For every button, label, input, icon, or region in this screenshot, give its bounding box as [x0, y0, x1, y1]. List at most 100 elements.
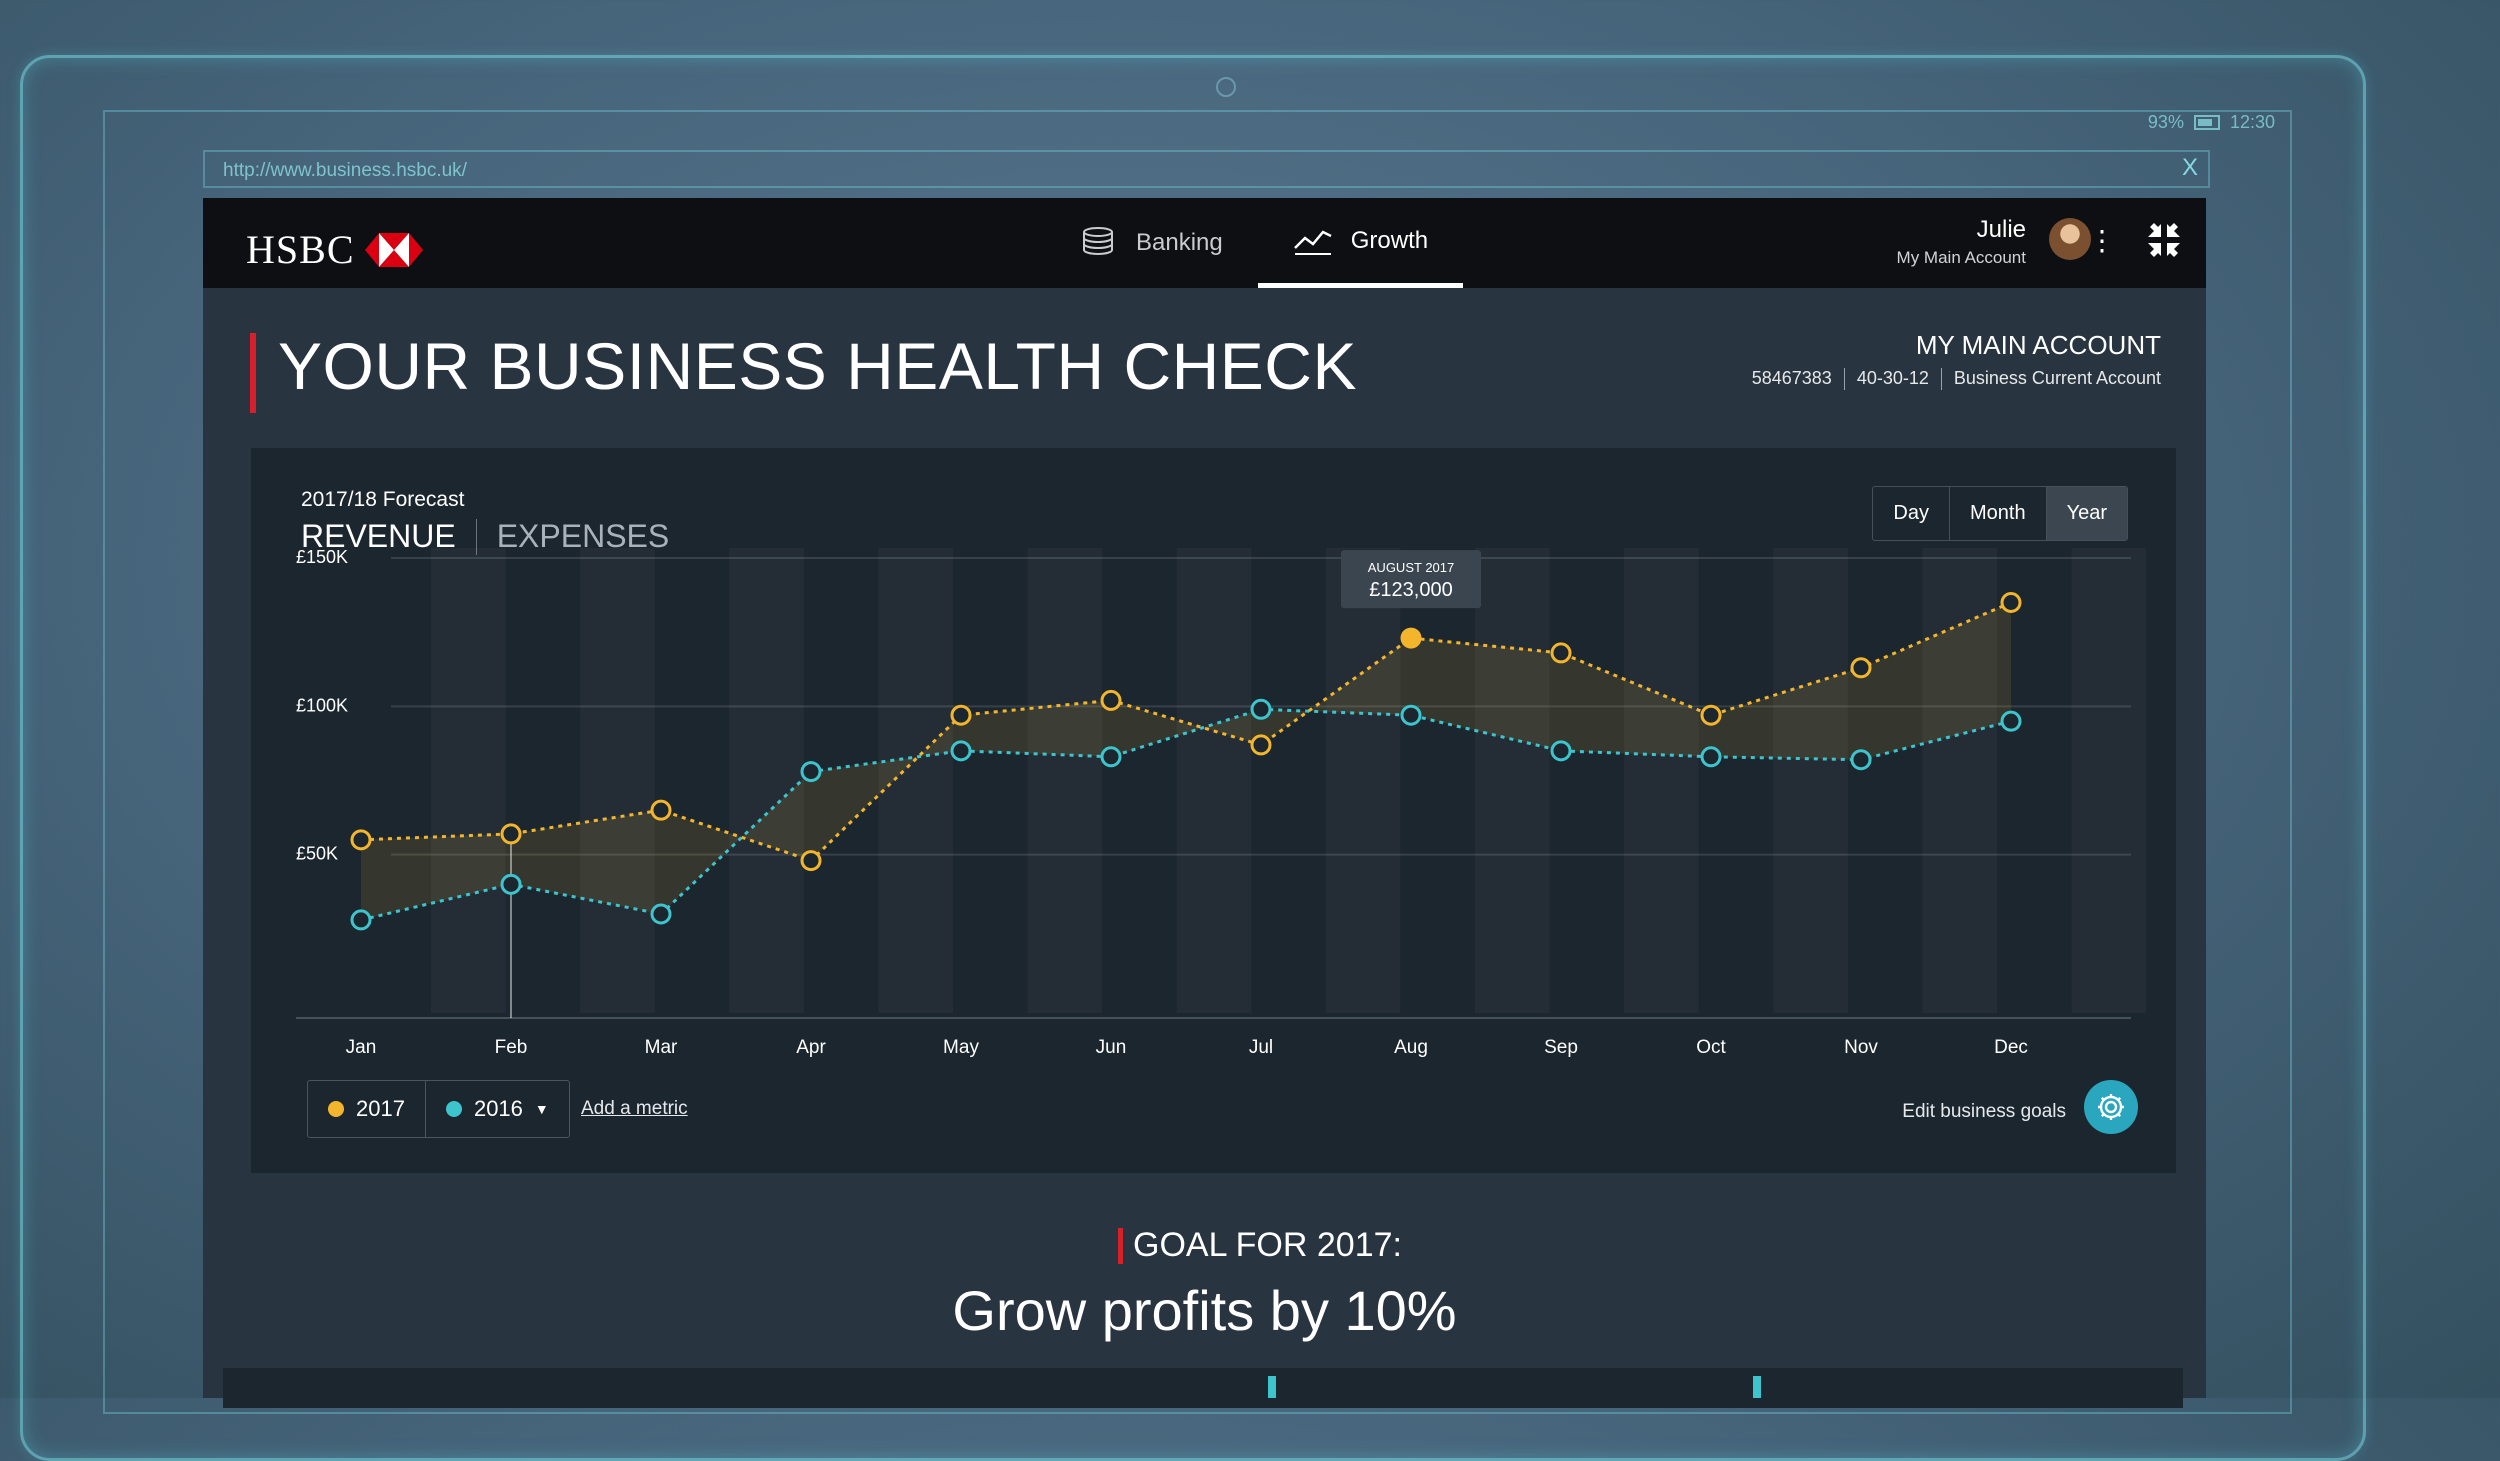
legend-label-2016: 2016	[473, 1096, 523, 1121]
user-account: My Main Account	[1896, 248, 2026, 267]
gear-icon	[2098, 1094, 2124, 1120]
goal-text: Grow profits by 10%	[952, 1279, 1457, 1342]
goal-label: GOAL FOR 2017:	[1133, 1226, 1402, 1264]
data-point-2016	[1250, 698, 1272, 720]
tab-expenses[interactable]: EXPENSES	[496, 518, 670, 554]
legend-item-2017[interactable]: 2017	[308, 1081, 426, 1137]
data-point-2016	[650, 903, 672, 925]
y-tick-label: £150K	[296, 547, 348, 567]
add-metric-link[interactable]: Add a metric	[581, 1098, 688, 1119]
x-tick-label: Apr	[796, 1037, 826, 1058]
grid-stripe	[1177, 548, 1252, 1013]
range-month-button[interactable]: Month	[1950, 487, 2047, 540]
legend-label-2017: 2017	[356, 1096, 405, 1121]
x-tick-label: Jul	[1249, 1037, 1273, 1058]
data-point-2016	[1700, 746, 1722, 768]
tooltip-value: £123,000	[1369, 579, 1452, 601]
collapse-fullscreen-icon[interactable]	[2144, 220, 2184, 265]
battery-icon	[2193, 115, 2220, 130]
data-point-2017	[500, 823, 522, 845]
edit-goals-label[interactable]: Edit business goals	[1902, 1101, 2066, 1122]
grid-stripe	[729, 548, 804, 1013]
x-tick-label: Oct	[1696, 1037, 1726, 1058]
page-title: YOUR BUSINESS HEALTH CHECK	[278, 329, 1357, 403]
data-point-2017	[950, 704, 972, 726]
tooltip-box	[1341, 550, 1481, 609]
data-point-2017	[1850, 657, 1872, 679]
hsbc-logo[interactable]: HSBC	[246, 226, 423, 273]
x-tick-label: Jan	[346, 1037, 377, 1058]
coins-icon	[1083, 227, 1113, 256]
data-point-2017	[1700, 704, 1722, 726]
legend-dot-2016	[445, 1101, 462, 1117]
teal-marker	[1268, 1376, 1276, 1398]
x-tick-label: Jun	[1096, 1037, 1127, 1058]
series-line-2016	[360, 707, 2012, 922]
legend-item-2016[interactable]: 2016 ▼	[426, 1081, 569, 1137]
y-tick-label: £50K	[296, 844, 338, 864]
forecast-label: 2017/18 Forecast	[301, 488, 465, 511]
bottom-card	[223, 1368, 2183, 1408]
x-tick-label: Feb	[495, 1037, 528, 1058]
legend: 2017 2016 ▼	[307, 1080, 570, 1138]
user-name: Julie	[1976, 216, 2026, 243]
logo-text: HSBC	[246, 227, 355, 272]
status-bar: 93% 12:30	[2148, 112, 2275, 133]
data-point-2017	[1400, 627, 1422, 649]
divider	[1940, 368, 1942, 390]
tab-revenue[interactable]: REVENUE	[301, 518, 456, 554]
x-tick-label: Sep	[1544, 1037, 1578, 1058]
hexagon-logo-icon	[364, 232, 423, 267]
grid-stripe	[1624, 548, 1699, 1013]
tab-growth[interactable]: Growth	[1257, 198, 1464, 288]
data-point-2016	[1400, 704, 1422, 726]
range-day-button[interactable]: Day	[1873, 487, 1950, 540]
edit-goals-button[interactable]	[2084, 1080, 2138, 1134]
y-tick-label: £100K	[296, 695, 348, 715]
data-point-2016	[500, 873, 522, 895]
sort-code: 40-30-12	[1856, 368, 1929, 388]
data-point-2017	[1100, 689, 1122, 711]
top-nav: HSBC Banking	[203, 198, 2206, 288]
tab-banking-label: Banking	[1136, 229, 1223, 256]
x-tick-label: May	[943, 1037, 979, 1058]
user-info[interactable]: Julie My Main Account	[1897, 216, 2026, 268]
app-screen: HSBC Banking	[203, 198, 2206, 1408]
range-year-button[interactable]: Year	[2046, 487, 2127, 540]
avatar[interactable]	[2049, 218, 2091, 260]
tab-banking[interactable]: Banking	[1043, 198, 1258, 288]
address-bar[interactable]: http://www.business.hsbc.uk/ X	[203, 150, 2210, 188]
metric-tabs: REVENUE EXPENSES	[301, 518, 669, 555]
grid-stripe	[1028, 548, 1103, 1013]
chevron-down-icon: ▼	[534, 1101, 549, 1117]
growth-chart-icon	[1293, 229, 1332, 255]
data-point-2016	[1100, 746, 1122, 768]
series-gap-area	[361, 602, 2011, 920]
account-title: MY MAIN ACCOUNT	[1915, 330, 2161, 360]
data-point-2016	[1850, 749, 1872, 771]
x-tick-label: Aug	[1394, 1037, 1428, 1058]
grid-stripe	[2072, 548, 2147, 1013]
tab-growth-label: Growth	[1350, 226, 1429, 254]
data-point-2017	[650, 799, 672, 821]
grid-stripe	[580, 548, 655, 1013]
goal-accent-bar	[1118, 1228, 1123, 1264]
clock: 12:30	[2229, 112, 2275, 132]
close-icon[interactable]: X	[2181, 154, 2198, 181]
grid-stripe	[1475, 548, 1550, 1013]
revenue-line-chart: £150K £100K £50K Jan Feb Mar Apr May Jun Jul Aug Se…	[296, 547, 2147, 1058]
data-point-2016	[350, 909, 372, 931]
data-point-2017	[2000, 592, 2022, 613]
data-point-2016	[800, 761, 822, 783]
data-point-2017	[1550, 642, 1572, 664]
data-point-2016	[950, 740, 972, 762]
data-point-2017	[1250, 734, 1272, 756]
x-tick-label: Nov	[1844, 1037, 1878, 1058]
x-tick-label: Dec	[1994, 1037, 2028, 1058]
camera-icon	[1216, 77, 1236, 97]
more-options-icon[interactable]: ⋮	[2088, 225, 2116, 256]
url-text[interactable]: http://www.business.hsbc.uk/	[223, 160, 467, 181]
x-tick-label: Mar	[645, 1037, 678, 1058]
divider	[1843, 368, 1845, 390]
data-point-2016	[2000, 710, 2022, 732]
